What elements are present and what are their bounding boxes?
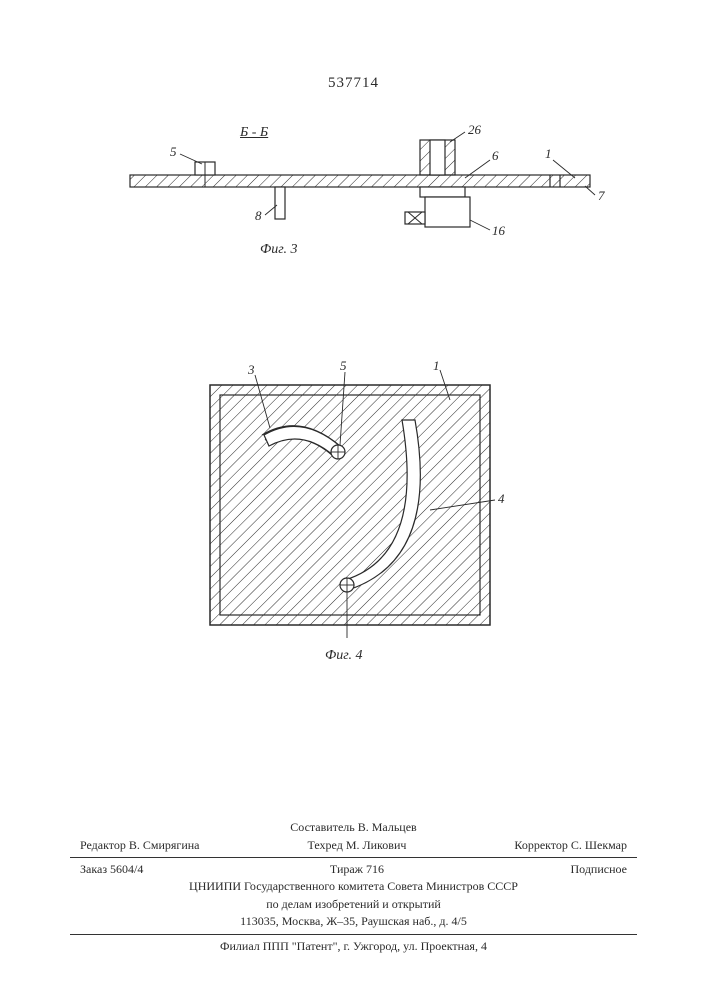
- callout-6: 6: [342, 638, 349, 640]
- patent-number: 537714: [0, 75, 707, 92]
- callout-26: 26: [468, 122, 482, 137]
- footer-tirage: Тираж 716: [330, 861, 384, 878]
- figure-4-caption: Фиг. 4: [325, 648, 363, 664]
- imprint-footer: Составитель В. Мальцев Редактор В. Смиря…: [70, 819, 637, 955]
- figure-3: 5 26 6 1 7 8 16: [110, 120, 610, 270]
- figure-4: 3 5 1 4 6: [190, 360, 510, 640]
- footer-org1: ЦНИИПИ Государственного комитета Совета …: [70, 878, 637, 895]
- callout-8: 8: [255, 208, 262, 223]
- footer-techred: Техред М. Ликович: [308, 837, 407, 854]
- callout-3: 3: [247, 362, 255, 377]
- footer-address1: 113035, Москва, Ж–35, Раушская наб., д. …: [70, 913, 637, 930]
- footer-subscription: Подписное: [571, 861, 628, 878]
- figure-3-caption: Фиг. 3: [260, 242, 298, 258]
- footer-editor: Редактор В. Смирягина: [80, 837, 200, 854]
- footer-compiler: Составитель В. Мальцев: [70, 819, 637, 836]
- callout-16: 16: [492, 223, 506, 238]
- callout-7: 7: [598, 188, 605, 203]
- callout-1: 1: [433, 360, 440, 373]
- footer-org2: по делам изобретений и открытий: [70, 896, 637, 913]
- footer-order: Заказ 5604/4: [80, 861, 143, 878]
- footer-branch: Филиал ППП "Патент", г. Ужгород, ул. Про…: [70, 938, 637, 955]
- footer-corrector: Корректор С. Шекмар: [514, 837, 627, 854]
- callout-5: 5: [170, 144, 177, 159]
- callout-1: 1: [545, 146, 552, 161]
- callout-6: 6: [492, 148, 499, 163]
- callout-5: 5: [340, 360, 347, 373]
- callout-4: 4: [498, 491, 505, 506]
